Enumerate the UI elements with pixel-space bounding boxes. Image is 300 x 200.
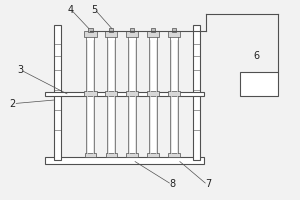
Bar bbox=[106, 153, 117, 157]
Bar bbox=[107, 36, 116, 156]
Bar bbox=[126, 153, 138, 157]
Text: 5: 5 bbox=[92, 5, 98, 15]
Bar bbox=[149, 36, 157, 156]
Bar bbox=[46, 92, 204, 96]
Bar bbox=[130, 28, 134, 32]
Bar bbox=[128, 36, 136, 156]
Bar bbox=[168, 91, 180, 96]
Bar bbox=[147, 153, 159, 157]
Bar bbox=[84, 31, 97, 37]
Text: 8: 8 bbox=[169, 179, 176, 189]
Bar bbox=[88, 28, 93, 32]
Bar bbox=[109, 28, 113, 32]
Text: 4: 4 bbox=[68, 5, 74, 15]
Bar bbox=[168, 153, 180, 157]
Text: 6: 6 bbox=[253, 51, 259, 61]
Text: 7: 7 bbox=[205, 179, 212, 189]
Bar bbox=[54, 25, 61, 160]
Bar bbox=[172, 28, 176, 32]
Bar bbox=[240, 72, 278, 96]
Bar bbox=[147, 31, 159, 37]
Bar bbox=[126, 31, 138, 37]
Bar bbox=[151, 28, 155, 32]
Text: 3: 3 bbox=[17, 65, 23, 75]
Bar bbox=[84, 91, 97, 96]
Bar bbox=[105, 91, 118, 96]
Bar bbox=[46, 157, 204, 164]
Text: 2: 2 bbox=[10, 99, 16, 109]
Bar bbox=[170, 36, 178, 156]
Bar bbox=[193, 25, 200, 160]
Bar bbox=[105, 31, 118, 37]
Bar bbox=[147, 91, 159, 96]
Bar bbox=[168, 31, 180, 37]
Bar bbox=[85, 153, 96, 157]
Bar bbox=[86, 36, 94, 156]
Bar bbox=[126, 91, 138, 96]
